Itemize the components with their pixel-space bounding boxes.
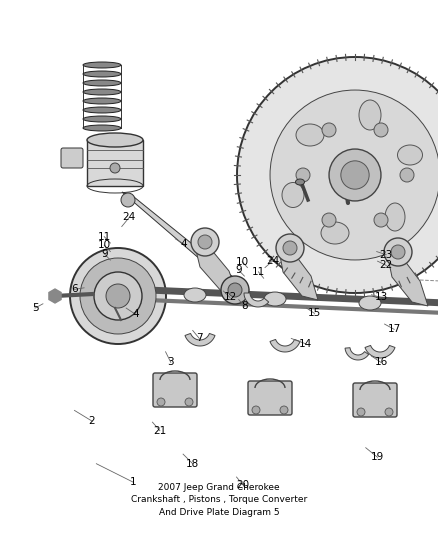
Text: 11: 11 (252, 267, 265, 277)
Ellipse shape (321, 222, 349, 244)
Text: 4: 4 (132, 310, 139, 319)
Ellipse shape (83, 62, 121, 68)
Circle shape (185, 398, 193, 406)
Polygon shape (122, 192, 249, 300)
Ellipse shape (184, 288, 206, 302)
Text: 1: 1 (130, 478, 137, 487)
Ellipse shape (359, 296, 381, 310)
FancyBboxPatch shape (248, 381, 292, 415)
Polygon shape (365, 345, 395, 358)
Ellipse shape (385, 203, 405, 231)
Ellipse shape (83, 71, 121, 77)
Circle shape (121, 193, 135, 207)
Ellipse shape (87, 133, 143, 147)
Text: 11: 11 (98, 232, 111, 241)
Ellipse shape (296, 124, 324, 146)
Text: 7: 7 (196, 334, 203, 343)
Circle shape (198, 235, 212, 249)
Text: 2007 Jeep Grand Cherokee
Crankshaft , Pistons , Torque Converter
And Drive Plate: 2007 Jeep Grand Cherokee Crankshaft , Pi… (131, 483, 307, 517)
Text: 10: 10 (98, 240, 111, 250)
Text: 22: 22 (380, 261, 393, 270)
Ellipse shape (83, 107, 121, 113)
Circle shape (106, 284, 130, 308)
Circle shape (237, 57, 438, 293)
Circle shape (329, 149, 381, 201)
Circle shape (221, 276, 249, 304)
Text: 4: 4 (180, 239, 187, 249)
Ellipse shape (83, 80, 121, 86)
Ellipse shape (83, 125, 121, 131)
Text: 13: 13 (374, 293, 388, 302)
Circle shape (357, 408, 365, 416)
Circle shape (374, 123, 388, 137)
Ellipse shape (83, 116, 121, 122)
Circle shape (391, 245, 405, 259)
Text: 9: 9 (101, 249, 108, 259)
Polygon shape (345, 348, 369, 360)
Polygon shape (193, 238, 238, 296)
Circle shape (400, 168, 414, 182)
Polygon shape (386, 248, 428, 306)
Text: 12: 12 (223, 293, 237, 302)
Circle shape (80, 258, 156, 334)
Text: 2: 2 (88, 416, 95, 426)
Circle shape (385, 408, 393, 416)
Text: 14: 14 (299, 339, 312, 349)
Circle shape (374, 213, 388, 227)
Circle shape (110, 163, 120, 173)
Text: 19: 19 (371, 453, 384, 462)
Circle shape (191, 228, 219, 256)
Text: 10: 10 (236, 257, 249, 266)
Ellipse shape (282, 182, 304, 207)
Circle shape (276, 234, 304, 262)
Circle shape (228, 283, 242, 297)
Ellipse shape (83, 89, 121, 95)
Ellipse shape (83, 98, 121, 104)
Ellipse shape (264, 292, 286, 306)
Text: 24: 24 (266, 256, 279, 266)
Circle shape (341, 161, 369, 189)
Ellipse shape (359, 100, 381, 130)
Circle shape (280, 406, 288, 414)
Polygon shape (87, 140, 143, 186)
Circle shape (70, 248, 166, 344)
Text: 18: 18 (186, 459, 199, 469)
Text: 6: 6 (71, 285, 78, 294)
Polygon shape (278, 244, 318, 300)
Text: 24: 24 (123, 213, 136, 222)
Text: 23: 23 (380, 250, 393, 260)
Circle shape (322, 213, 336, 227)
Circle shape (94, 272, 142, 320)
Text: 20: 20 (237, 480, 250, 490)
Text: 17: 17 (388, 325, 401, 334)
Ellipse shape (342, 181, 350, 185)
Circle shape (296, 168, 310, 182)
Circle shape (157, 398, 165, 406)
Polygon shape (270, 340, 300, 352)
FancyBboxPatch shape (61, 148, 83, 168)
Text: 9: 9 (235, 265, 242, 275)
Circle shape (322, 123, 336, 137)
Circle shape (252, 406, 260, 414)
FancyBboxPatch shape (153, 373, 197, 407)
Polygon shape (244, 293, 269, 307)
Circle shape (384, 238, 412, 266)
Text: 16: 16 (374, 358, 388, 367)
Text: 3: 3 (167, 358, 174, 367)
Ellipse shape (398, 145, 423, 165)
FancyBboxPatch shape (353, 383, 397, 417)
Text: 8: 8 (241, 302, 248, 311)
Circle shape (283, 241, 297, 255)
Text: 5: 5 (32, 303, 39, 313)
Polygon shape (185, 334, 215, 346)
Text: 15: 15 (308, 309, 321, 318)
Circle shape (270, 90, 438, 260)
Ellipse shape (296, 179, 304, 185)
Text: 21: 21 (153, 426, 166, 435)
